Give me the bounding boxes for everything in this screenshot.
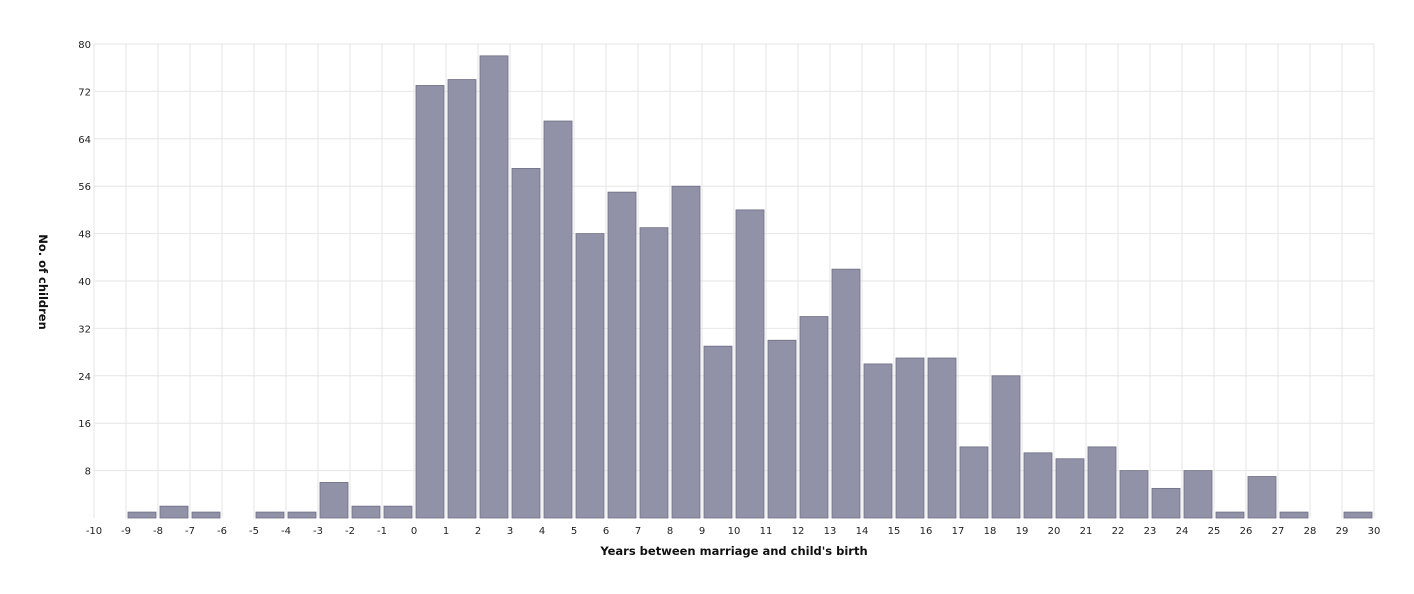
bar	[415, 85, 445, 519]
bar	[671, 185, 701, 519]
x-tick-label: -3	[313, 526, 323, 537]
bar	[991, 375, 1021, 519]
x-tick-label: 21	[1080, 526, 1093, 537]
x-tick-label: -9	[121, 526, 131, 537]
y-axis-title: No. of children	[36, 234, 50, 330]
y-tick-label: 32	[78, 324, 91, 335]
bar	[127, 511, 157, 519]
x-tick-label: -2	[345, 526, 355, 537]
bar	[319, 482, 349, 519]
x-tick-label: 9	[699, 526, 705, 537]
bar	[1183, 470, 1213, 519]
bar	[1343, 511, 1373, 519]
y-tick-label: 80	[78, 40, 91, 51]
x-tick-label: 13	[824, 526, 837, 537]
x-axis-ticks: -10 -9 -8 -7 -6 -5 -4 -3 -2 -1 0 1 2 3 4 5 6 7 8 9 10 11 12 13 1…	[86, 526, 1381, 537]
x-tick-label: 10	[728, 526, 741, 537]
x-tick-label: 4	[539, 526, 545, 537]
y-tick-label: 48	[78, 230, 91, 241]
bar	[703, 345, 733, 519]
bar	[895, 357, 925, 519]
bar	[1151, 487, 1181, 519]
y-tick-label: 56	[78, 182, 91, 193]
x-tick-label: 30	[1368, 526, 1381, 537]
x-tick-label: 16	[920, 526, 933, 537]
bar	[959, 446, 989, 519]
x-tick-label: -6	[217, 526, 227, 537]
x-tick-label: -7	[185, 526, 195, 537]
bars	[127, 55, 1373, 519]
bar	[543, 120, 573, 519]
y-axis-ticks: 8 16 24 32 40 48 56 64 72 80	[78, 40, 91, 478]
bar	[1087, 446, 1117, 519]
bar	[1279, 511, 1309, 519]
y-tick-label: 40	[78, 277, 91, 288]
y-tick-label: 8	[85, 467, 91, 478]
y-tick-label: 72	[78, 87, 91, 98]
x-tick-label: 7	[635, 526, 641, 537]
bar	[799, 316, 829, 519]
bar	[831, 268, 861, 519]
x-tick-label: 0	[411, 526, 417, 537]
x-tick-label: 24	[1176, 526, 1189, 537]
bar	[575, 233, 605, 519]
bar	[1247, 476, 1277, 519]
y-tick-label: 64	[78, 135, 91, 146]
x-tick-label: 20	[1048, 526, 1061, 537]
x-tick-label: 11	[760, 526, 773, 537]
bar	[159, 505, 189, 519]
x-tick-label: 25	[1208, 526, 1221, 537]
bar	[607, 191, 637, 519]
x-tick-label: 12	[792, 526, 805, 537]
x-tick-label: 17	[952, 526, 965, 537]
x-tick-label: 14	[856, 526, 869, 537]
grid-lines	[93, 43, 1375, 518]
x-tick-label: 5	[571, 526, 577, 537]
bar	[255, 511, 285, 519]
x-tick-label: -5	[249, 526, 259, 537]
x-tick-label: 23	[1144, 526, 1157, 537]
x-tick-label: 1	[443, 526, 449, 537]
bar	[1055, 458, 1085, 519]
x-tick-label: 28	[1304, 526, 1317, 537]
bar	[1119, 470, 1149, 519]
x-tick-label: -1	[377, 526, 387, 537]
bar	[351, 505, 381, 519]
x-tick-label: 27	[1272, 526, 1285, 537]
x-tick-label: 8	[667, 526, 673, 537]
x-tick-label: 3	[507, 526, 513, 537]
x-tick-label: 26	[1240, 526, 1253, 537]
x-tick-label: 19	[1016, 526, 1029, 537]
bar	[191, 511, 221, 519]
bar	[383, 505, 413, 519]
bar	[767, 339, 797, 519]
bar	[863, 363, 893, 519]
x-tick-label: -4	[281, 526, 291, 537]
y-tick-label: 24	[78, 372, 91, 383]
x-tick-label: -8	[153, 526, 163, 537]
bar	[511, 168, 541, 519]
x-tick-label: 18	[984, 526, 997, 537]
bar	[447, 79, 477, 519]
y-tick-label: 16	[78, 419, 91, 430]
x-tick-label: 22	[1112, 526, 1125, 537]
bar	[479, 55, 509, 519]
bar	[1023, 452, 1053, 519]
x-tick-label: -10	[86, 526, 102, 537]
x-tick-label: 15	[888, 526, 901, 537]
bar	[1215, 511, 1245, 519]
bar	[735, 209, 765, 519]
bar	[287, 511, 317, 519]
x-tick-label: 2	[475, 526, 481, 537]
x-tick-label: 6	[603, 526, 609, 537]
bar	[927, 357, 957, 519]
x-tick-label: 29	[1336, 526, 1349, 537]
x-axis-title: Years between marriage and child's birth	[599, 544, 867, 558]
bar	[639, 227, 669, 519]
